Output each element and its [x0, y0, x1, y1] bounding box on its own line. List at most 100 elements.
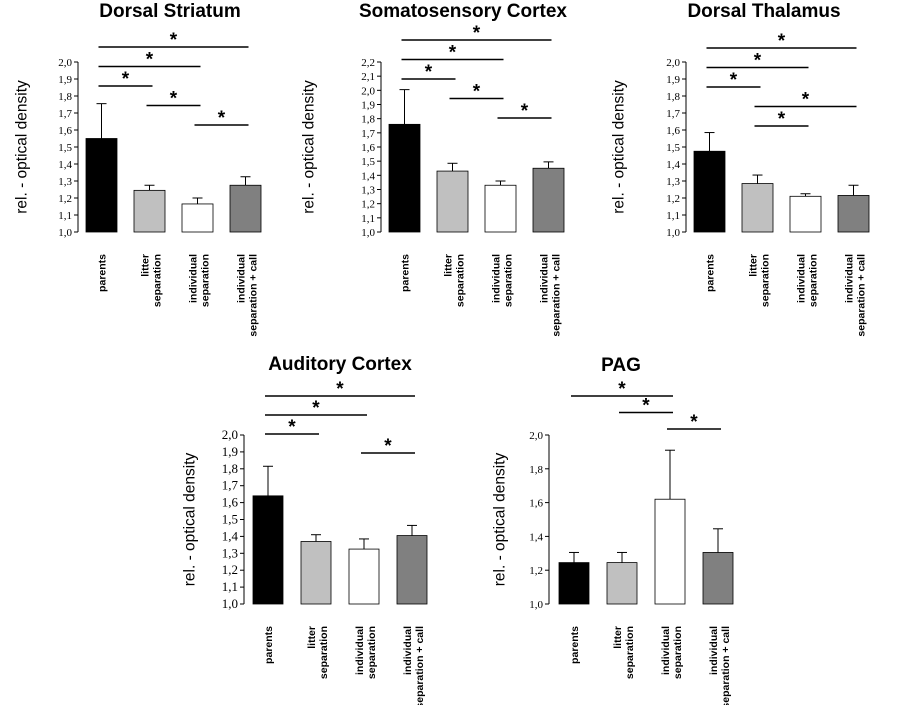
- bar-parents: [693, 150, 726, 233]
- y-tick-label: 1,8: [222, 461, 238, 476]
- y-tick-label: 1,2: [666, 193, 680, 205]
- y-tick-label: 2,0: [58, 57, 72, 69]
- y-tick-label: 1,4: [58, 159, 72, 171]
- category-label-parents: parents: [263, 626, 275, 664]
- bar-individual-separation: [484, 184, 517, 233]
- category-label-individual-separation-call: individual separation + call: [402, 626, 426, 705]
- bar-individual-separation-call: [702, 552, 734, 605]
- y-tick-label: 1,5: [666, 142, 680, 154]
- significance-star: *: [778, 31, 786, 52]
- y-axis-label: rel. - optical density: [491, 452, 508, 586]
- y-tick-label: 2,0: [666, 57, 680, 69]
- category-label-line: individual: [660, 626, 672, 675]
- category-label-line: individual: [539, 254, 551, 303]
- category-label-parents: parents: [705, 254, 717, 292]
- y-axis-label: rel. - optical density: [610, 80, 627, 214]
- category-label-line: individual: [708, 626, 720, 675]
- bar-individual-separation: [789, 195, 822, 233]
- category-label-line: separation: [318, 626, 330, 679]
- category-label-individual-separation-call: individual separation + call: [708, 626, 732, 705]
- bar-litter-separation: [133, 189, 166, 233]
- bar-individual-separation: [348, 548, 380, 605]
- panel-auditory-cortex: Auditory Cortex rel. - optical density 1,0…: [181, 354, 428, 705]
- y-tick-label: 1,2: [222, 562, 238, 577]
- y-tick-label: 1,1: [361, 213, 375, 225]
- y-tick-label: 1,4: [666, 159, 680, 171]
- significance-star: *: [642, 396, 650, 417]
- category-label-individual-separation-call: individual separation + call: [236, 254, 260, 337]
- chart-title: Somatosensory Cortex: [359, 1, 567, 22]
- category-label-line: parents: [263, 626, 275, 664]
- panel-somatosensory-cortex: Somatosensory Cortex rel. - optical densi…: [300, 1, 567, 337]
- bar-litter-separation: [436, 170, 469, 233]
- category-label-individual-separation: individual separation: [188, 254, 212, 307]
- significance-star: *: [521, 101, 529, 122]
- category-label-line: individual: [844, 254, 856, 303]
- y-tick-label: 1,8: [361, 114, 375, 126]
- y-tick-label: 1,6: [529, 498, 543, 510]
- y-tick-label: 1,1: [222, 579, 238, 594]
- chart-title: Dorsal Thalamus: [687, 1, 840, 22]
- category-label-individual-separation: individual separation: [354, 626, 378, 679]
- category-label-line: parents: [400, 254, 412, 292]
- significance-star: *: [336, 379, 344, 400]
- y-axis-label: rel. - optical density: [13, 80, 30, 214]
- category-label-line: litter: [748, 254, 760, 277]
- category-label-individual-separation: individual separation: [660, 626, 684, 679]
- y-tick-label: 1,4: [529, 531, 543, 543]
- panel-dorsal-striatum: Dorsal Striatum rel. - optical density 1,0…: [13, 1, 262, 337]
- chart-title: Auditory Cortex: [268, 354, 412, 375]
- significance-star: *: [449, 43, 457, 64]
- category-label-litter-separation: litter separation: [306, 626, 330, 679]
- bar-parents: [252, 495, 284, 605]
- significance-star: *: [122, 69, 130, 90]
- panel-pag: PAG rel. - optical density 1,0 1,2 1,4 1,6 1,8…: [491, 355, 734, 705]
- significance-star: *: [170, 30, 178, 51]
- y-tick-label: 1,2: [529, 565, 543, 577]
- significance-star: *: [218, 108, 226, 129]
- category-label-line: litter: [612, 626, 624, 649]
- y-tick-label: 1,9: [222, 444, 238, 459]
- category-label-line: individual: [188, 254, 200, 303]
- category-label-line: separation + call: [856, 254, 868, 337]
- category-label-line: separation: [200, 254, 212, 307]
- y-tick-label: 1,3: [58, 176, 72, 188]
- y-tick-label: 1,3: [361, 185, 375, 197]
- significance-star: *: [473, 23, 481, 44]
- y-tick-label: 1,7: [666, 108, 680, 120]
- category-label-line: separation + call: [720, 626, 732, 705]
- y-tick-label: 2,1: [361, 71, 375, 83]
- significance-star: *: [146, 50, 154, 71]
- bar-individual-separation: [181, 203, 214, 233]
- category-label-line: individual: [491, 254, 503, 303]
- y-tick-label: 1,8: [529, 464, 543, 476]
- y-tick-label: 1,5: [222, 512, 238, 527]
- category-label-individual-separation: individual separation: [491, 254, 515, 307]
- y-tick-label: 1,0: [666, 227, 680, 239]
- category-label-line: separation: [503, 254, 515, 307]
- y-tick-label: 1,0: [529, 599, 543, 611]
- y-tick-label: 1,9: [361, 100, 375, 112]
- category-label-line: individual: [236, 254, 248, 303]
- category-label-line: separation: [455, 254, 467, 307]
- y-tick-label: 1,9: [58, 74, 72, 86]
- significance-star: *: [754, 51, 762, 72]
- category-label-parents: parents: [569, 626, 581, 664]
- bar-individual-separation-call: [229, 184, 262, 233]
- significance-star: *: [778, 109, 786, 130]
- chart-title: PAG: [601, 355, 641, 376]
- y-tick-label: 1,0: [361, 227, 375, 239]
- bar-individual-separation-call: [837, 195, 870, 233]
- y-tick-label: 1,7: [361, 128, 375, 140]
- y-axis-label: rel. - optical density: [300, 80, 317, 214]
- y-tick-label: 1,8: [666, 91, 680, 103]
- bar-individual-separation-call: [396, 535, 428, 605]
- y-tick-label: 1,7: [222, 478, 239, 493]
- category-label-line: separation: [152, 254, 164, 307]
- category-label-line: individual: [796, 254, 808, 303]
- y-tick-label: 1,6: [222, 495, 239, 510]
- y-tick-label: 2,0: [361, 85, 375, 97]
- category-label-line: separation + call: [551, 254, 563, 337]
- category-label-line: litter: [140, 254, 152, 277]
- y-tick-label: 2,0: [222, 427, 238, 442]
